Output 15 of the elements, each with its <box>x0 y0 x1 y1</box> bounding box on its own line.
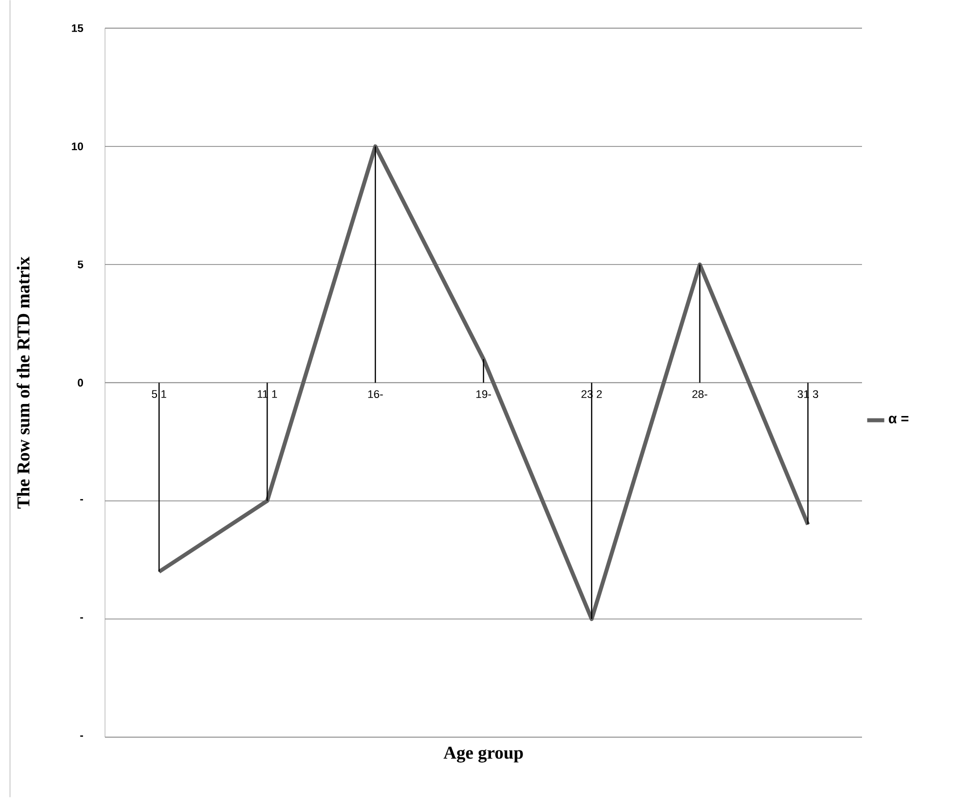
y-tick-label: - <box>80 735 84 737</box>
line-series <box>157 144 810 621</box>
x-tick-label: 19- <box>476 390 491 398</box>
y-tick-label: - <box>80 499 84 500</box>
y-tick-label: 0 <box>78 378 84 386</box>
y-tick-label: - <box>80 617 84 618</box>
x-tick-label: 28- <box>692 390 708 398</box>
y-tick-label: 15 <box>72 24 84 32</box>
x-tick-label: 16- <box>368 390 383 398</box>
x-tick-label: 5 1 <box>152 390 166 398</box>
y-tick-label: 10 <box>72 142 84 150</box>
y-tick-label: 5 <box>78 260 84 268</box>
y-axis-title: The Row sum of the RTD matrix <box>16 256 30 508</box>
legend-label: α = <box>888 416 908 424</box>
x-axis-title: Age group <box>444 746 523 762</box>
